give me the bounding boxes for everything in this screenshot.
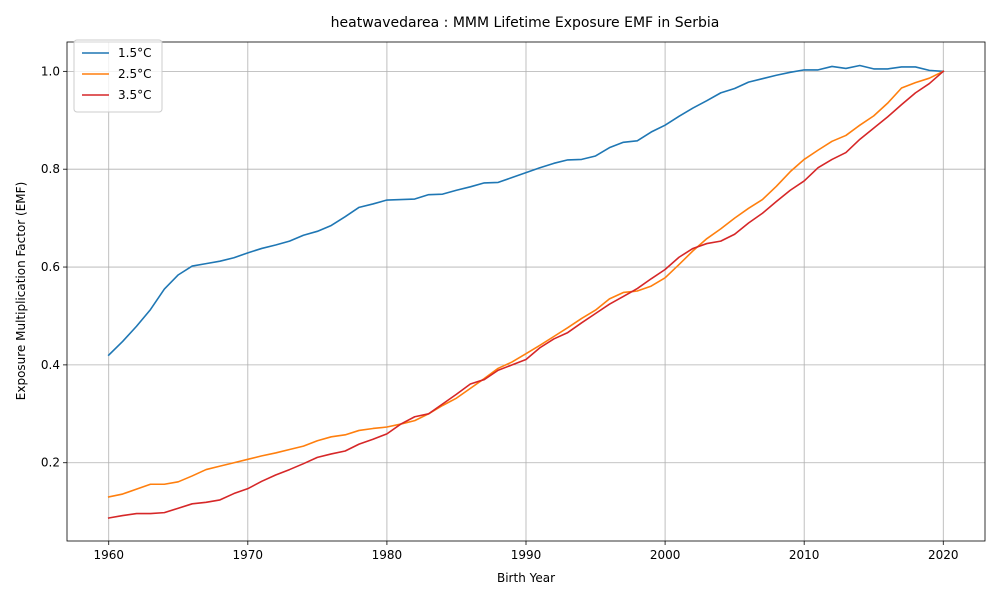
y-tick-label: 0.8 [41,162,60,176]
legend-label-2: 2.5°C [118,67,151,81]
x-tick-label: 2010 [789,548,820,562]
x-tick-label: 1970 [233,548,264,562]
series-layer [107,64,945,519]
y-axis-title: Exposure Multiplication Factor (EMF) [14,182,28,400]
y-axis: 0.2 0.4 0.6 0.8 1.0 [41,64,67,470]
series-line-1 [107,64,945,357]
y-tick-label: 0.6 [41,260,60,274]
legend: 1.5°C 2.5°C 3.5°C [73,39,163,113]
x-tick-label: 1980 [372,548,403,562]
x-tick-label: 1990 [511,548,542,562]
x-axis-title: Birth Year [497,571,555,585]
y-tick-label: 0.4 [41,358,60,372]
legend-label-3: 3.5°C [118,88,151,102]
x-tick-label: 2000 [650,548,681,562]
x-tick-label: 1960 [93,548,124,562]
legend-label-1: 1.5°C [118,46,151,60]
series-line-3 [107,70,945,519]
series-line-2 [107,70,945,498]
grid-lines [67,42,985,541]
y-tick-label: 1.0 [41,64,60,78]
legend-box [73,39,163,113]
y-tick-label: 0.2 [41,456,60,470]
x-axis: 1960 1970 1980 1990 2000 2010 2020 [93,541,959,562]
chart-title: heatwavedarea : MMM Lifetime Exposure EM… [331,15,720,31]
x-tick-label: 2020 [928,548,959,562]
